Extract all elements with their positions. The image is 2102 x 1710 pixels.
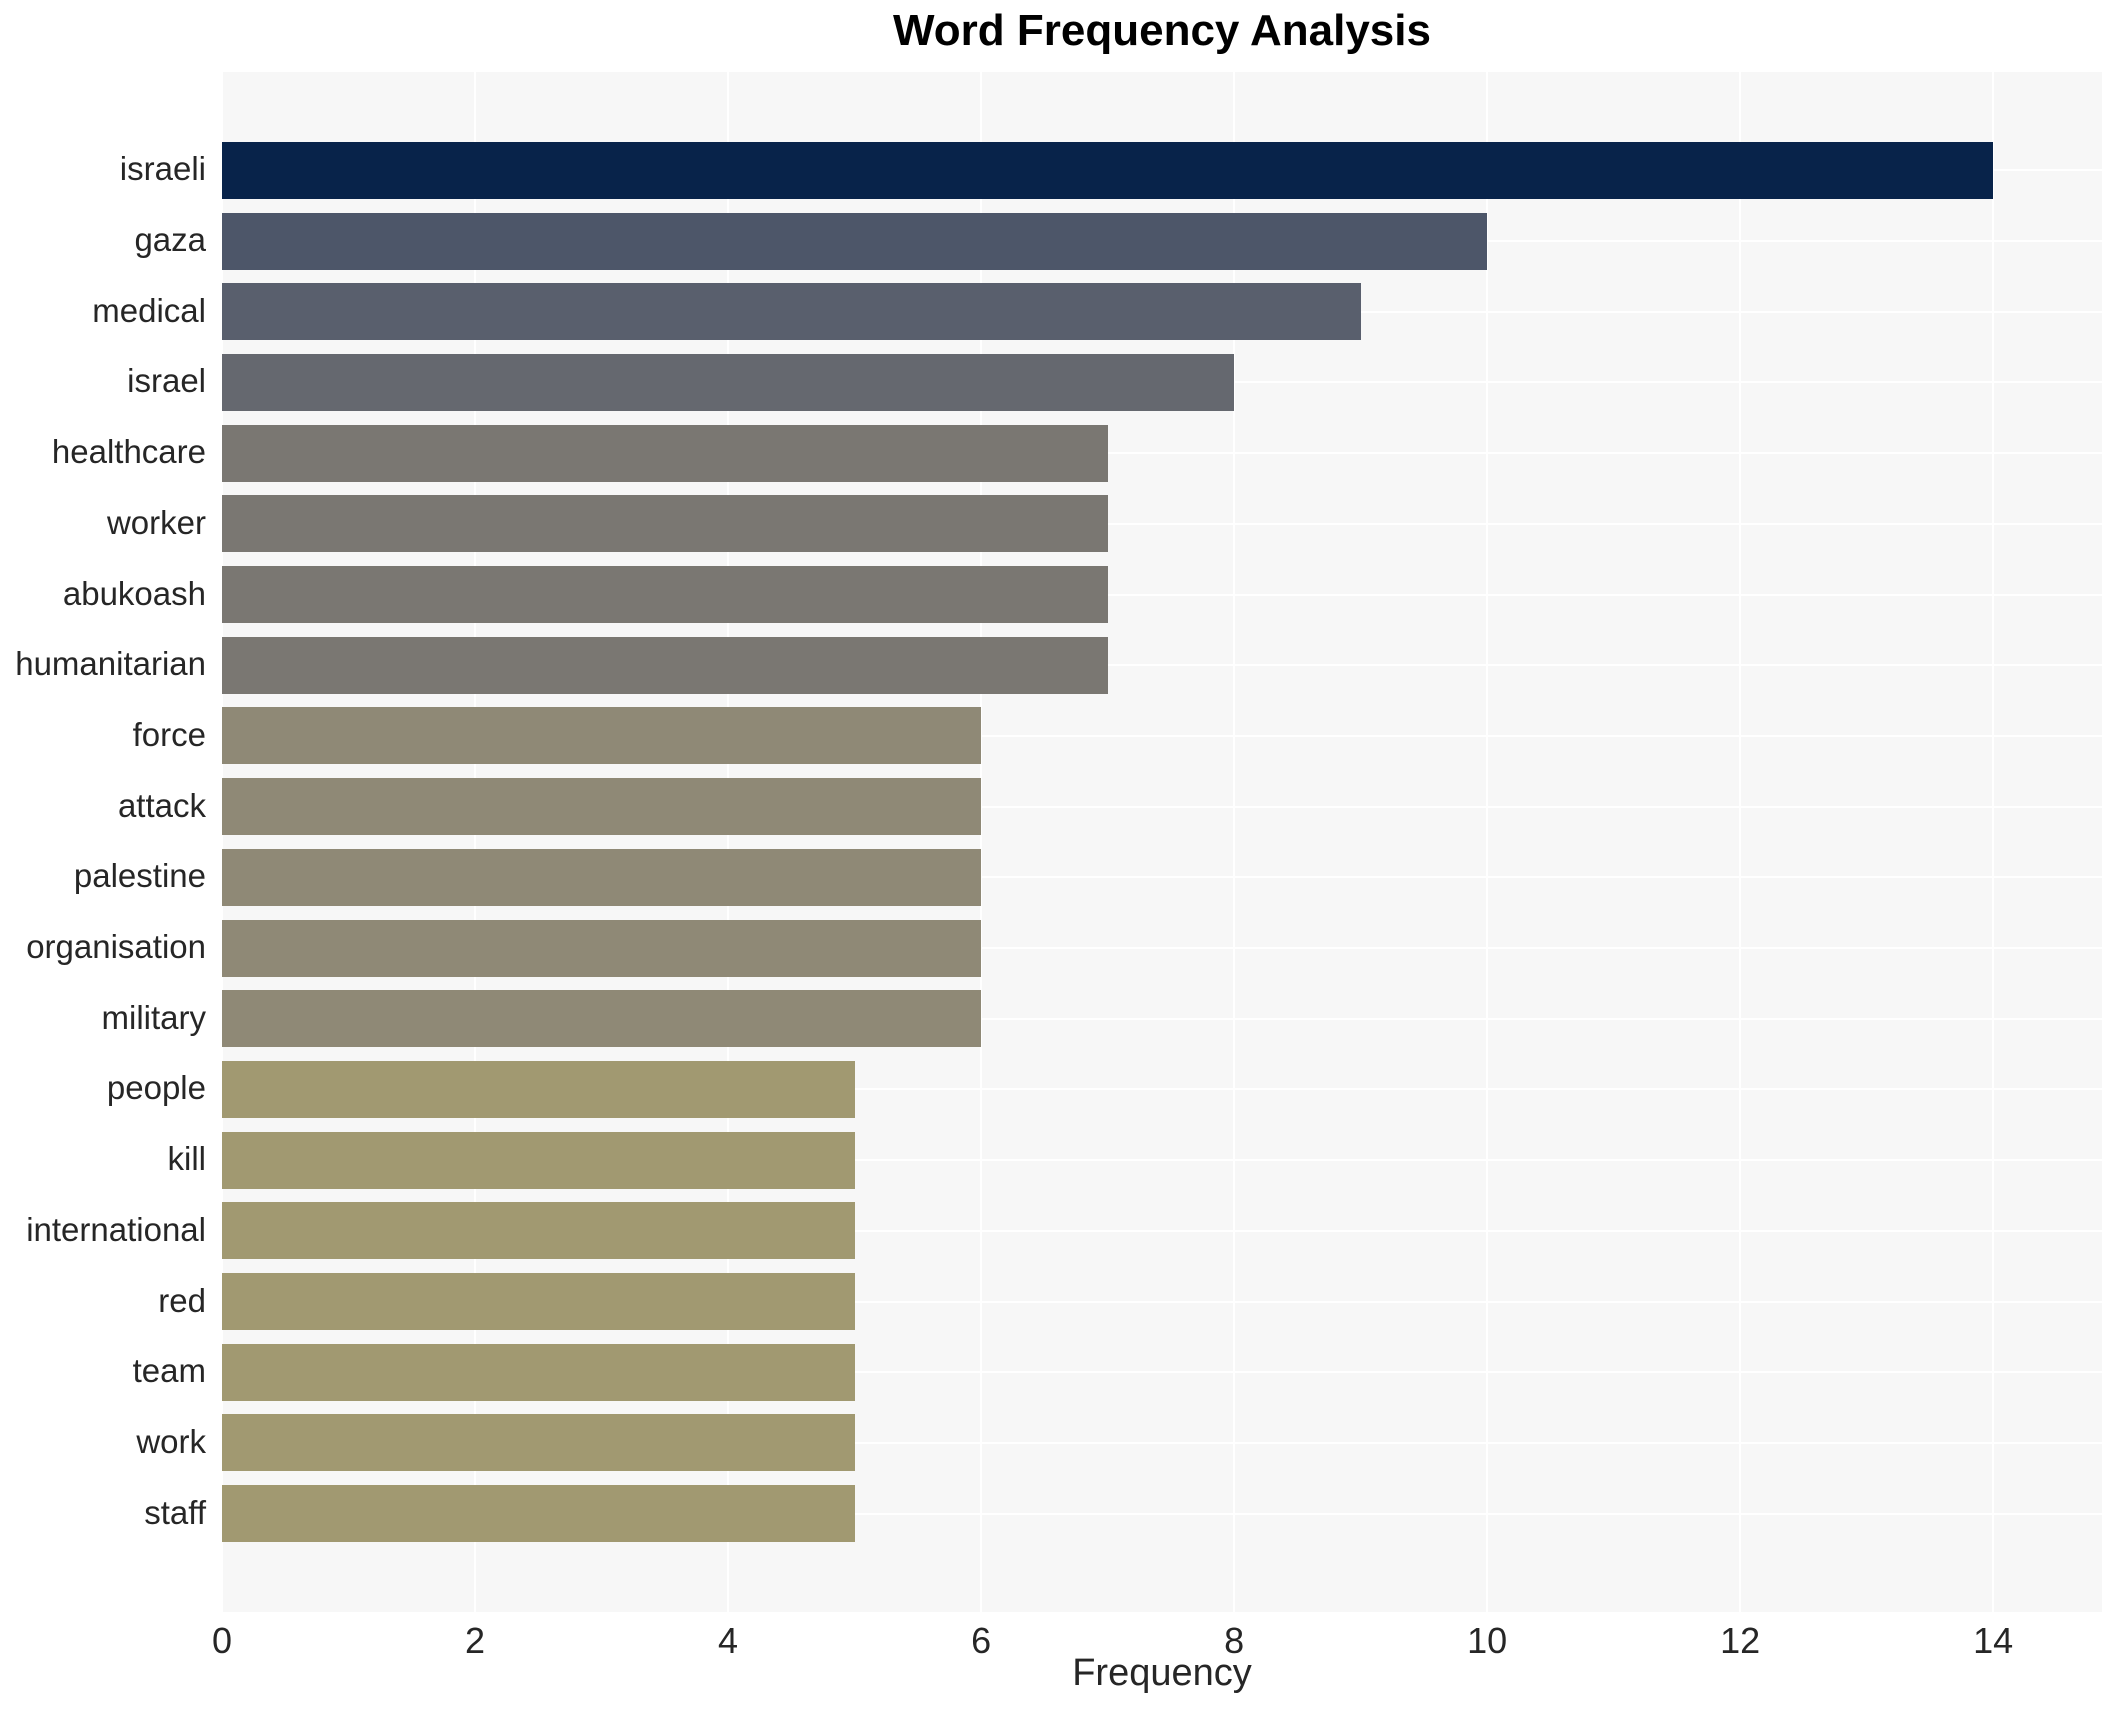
y-tick-label-staff: staff xyxy=(144,1493,206,1531)
y-tick-label-palestine: palestine xyxy=(73,857,206,895)
y-tick-label-organisation: organisation xyxy=(26,928,206,966)
y-tick-label-international: international xyxy=(26,1210,206,1248)
y-gridline xyxy=(222,947,2102,950)
y-gridline xyxy=(222,1229,2102,1232)
y-gridline xyxy=(222,1441,2102,1444)
y-tick-label-people: people xyxy=(106,1069,206,1107)
bar-work xyxy=(222,1414,855,1472)
x-tick-label-0: 0 xyxy=(211,1620,233,1661)
y-tick-label-team: team xyxy=(132,1352,206,1390)
y-gridline xyxy=(222,1017,2102,1020)
bar-israeli xyxy=(222,141,1994,199)
x-tick-label-2: 2 xyxy=(465,1620,486,1661)
y-tick-label-israeli: israeli xyxy=(119,150,206,188)
y-gridline xyxy=(222,805,2102,808)
bar-people xyxy=(222,1060,855,1118)
x-gridline xyxy=(1739,72,1742,1612)
x-tick-label-10: 10 xyxy=(1467,1620,1508,1661)
bar-team xyxy=(222,1343,855,1401)
y-gridline xyxy=(222,1088,2102,1091)
x-gridline xyxy=(1486,72,1489,1612)
plot-area xyxy=(222,72,2102,1612)
x-gridline xyxy=(727,72,730,1612)
x-tick-label-8: 8 xyxy=(1224,1620,1245,1661)
x-tick-label-6: 6 xyxy=(971,1620,992,1661)
bar-military xyxy=(222,990,982,1048)
y-gridline xyxy=(222,452,2102,455)
x-axis-label: Frequency xyxy=(1072,1652,1252,1694)
bar-organisation xyxy=(222,919,982,977)
y-gridline xyxy=(222,876,2102,879)
y-tick-label-force: force xyxy=(132,715,206,753)
x-gridline xyxy=(1233,72,1236,1612)
y-gridline xyxy=(222,1371,2102,1374)
y-tick-label-healthcare: healthcare xyxy=(51,433,206,471)
y-tick-label-red: red xyxy=(158,1281,206,1319)
y-tick-label-attack: attack xyxy=(117,786,206,824)
y-tick-label-humanitarian: humanitarian xyxy=(15,645,206,683)
y-gridline xyxy=(222,593,2102,596)
y-tick-label-israel: israel xyxy=(127,362,206,400)
y-tick-label-work: work xyxy=(136,1422,206,1460)
bar-humanitarian xyxy=(222,636,1108,694)
y-gridline xyxy=(222,664,2102,667)
y-tick-label-medical: medical xyxy=(92,291,206,329)
y-axis-labels: israeli gaza medical israel healthcare worker… xyxy=(0,72,206,1612)
x-gridline xyxy=(474,72,477,1612)
y-gridline xyxy=(222,1300,2102,1303)
y-tick-label-kill: kill xyxy=(167,1140,207,1178)
bar-international xyxy=(222,1202,855,1260)
bar-healthcare xyxy=(222,424,1108,482)
y-tick-label-worker: worker xyxy=(106,503,206,541)
x-tick-label-14: 14 xyxy=(1973,1620,2014,1661)
y-gridline xyxy=(222,1159,2102,1162)
bar-attack xyxy=(222,778,982,836)
y-gridline xyxy=(222,522,2102,525)
bar-gaza xyxy=(222,212,1488,270)
bar-force xyxy=(222,707,982,765)
x-gridline xyxy=(222,72,223,1612)
x-gridline xyxy=(980,72,983,1612)
chart-title: Word Frequency Analysis xyxy=(893,6,1431,55)
y-tick-label-gaza: gaza xyxy=(134,221,206,259)
bar-kill xyxy=(222,1131,855,1189)
bar-staff xyxy=(222,1485,855,1543)
bar-israel xyxy=(222,353,1235,411)
bar-abukoash xyxy=(222,566,1108,624)
bar-medical xyxy=(222,283,1361,341)
y-tick-label-military: military xyxy=(101,998,207,1036)
y-tick-label-abukoash: abukoash xyxy=(62,574,206,612)
x-gridline xyxy=(1992,72,1995,1612)
bar-red xyxy=(222,1273,855,1331)
x-tick-label-4: 4 xyxy=(718,1620,739,1661)
x-tick-label-12: 12 xyxy=(1720,1620,1761,1661)
y-gridline xyxy=(222,734,2102,737)
y-gridline xyxy=(222,1512,2102,1515)
bar-worker xyxy=(222,495,1108,553)
bar-palestine xyxy=(222,848,982,906)
